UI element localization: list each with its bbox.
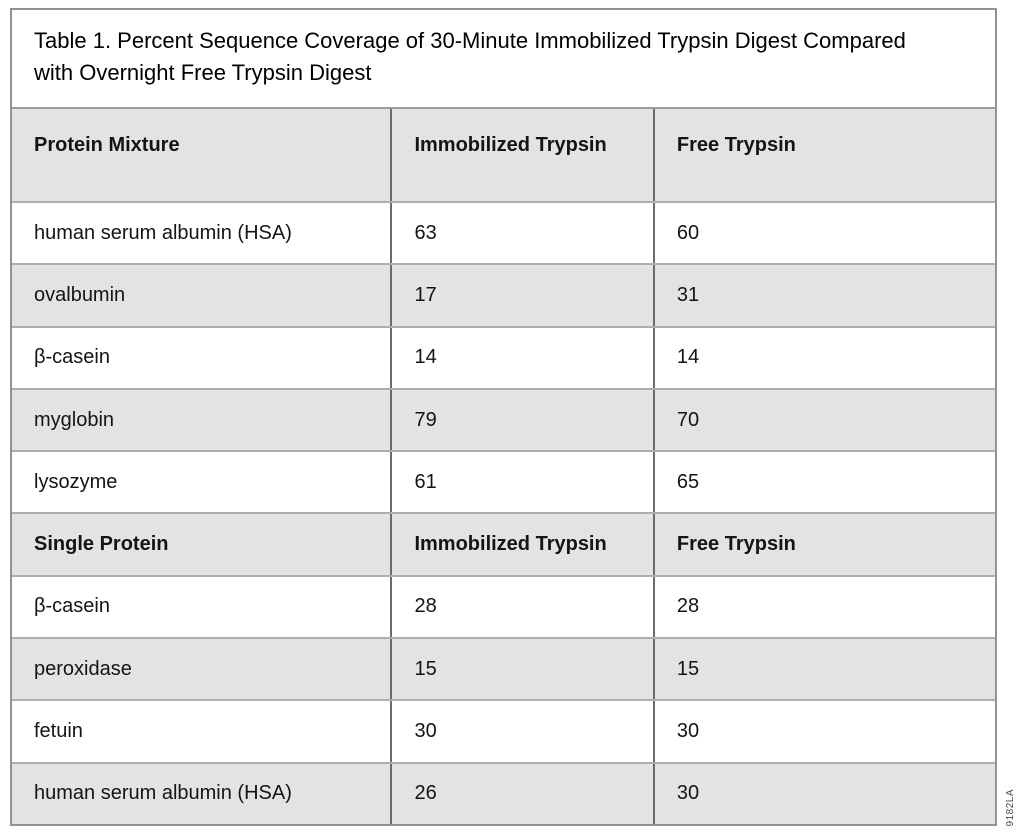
cell-protein: β-casein: [34, 346, 110, 369]
cell-protein: human serum albumin (HSA): [34, 221, 292, 244]
cell-free-value: 30: [652, 701, 995, 762]
section-header-single-protein: Single Protein: [34, 533, 169, 556]
table-row: human serum albumin (HSA) 63 60: [12, 201, 995, 264]
table-row: myglobin 79 70: [12, 387, 995, 451]
table-title-block: Table 1. Percent Sequence Coverage of 30…: [12, 10, 995, 107]
table-header-row: Protein Mixture Immobilized Trypsin Free…: [12, 107, 995, 201]
section-header-free-trypsin: Free Trypsin: [652, 514, 995, 575]
cell-immobilized-value: 28: [390, 576, 652, 638]
column-header-free-trypsin: Free Trypsin: [652, 109, 995, 201]
table-row: fetuin 30 30: [12, 699, 995, 762]
cell-immobilized-value: 17: [390, 265, 652, 326]
cell-immobilized-value: 63: [390, 203, 652, 264]
table-title: Table 1. Percent Sequence Coverage of 30…: [34, 28, 906, 85]
cell-immobilized-value: 30: [390, 701, 652, 762]
cell-free-value: 70: [652, 389, 995, 451]
cell-free-value: 14: [652, 327, 995, 388]
cell-protein: fetuin: [34, 720, 83, 743]
figure-code: 9182LA: [1005, 788, 1016, 826]
table-row: human serum albumin (HSA) 26 30: [12, 761, 995, 824]
section-header-immobilized-trypsin: Immobilized Trypsin: [390, 514, 652, 575]
table-section-header-row: Single Protein Immobilized Trypsin Free …: [12, 512, 995, 575]
cell-protein: β-casein: [34, 595, 110, 618]
cell-protein: peroxidase: [34, 657, 132, 680]
cell-free-value: 30: [652, 763, 995, 824]
cell-protein: human serum albumin (HSA): [34, 782, 292, 805]
table-row: β-casein 28 28: [12, 574, 995, 638]
cell-free-value: 28: [652, 576, 995, 638]
cell-protein: lysozyme: [34, 470, 118, 493]
cell-free-value: 65: [652, 452, 995, 513]
table-row: lysozyme 61 65: [12, 450, 995, 513]
cell-immobilized-value: 79: [390, 389, 652, 451]
cell-immobilized-value: 15: [390, 639, 652, 700]
table-row: peroxidase 15 15: [12, 637, 995, 700]
cell-immobilized-value: 14: [390, 327, 652, 388]
column-header-protein-mixture: Protein Mixture: [34, 134, 180, 156]
cell-free-value: 31: [652, 265, 995, 326]
cell-immobilized-value: 26: [390, 763, 652, 824]
table-row: ovalbumin 17 31: [12, 263, 995, 326]
table-row: β-casein 14 14: [12, 325, 995, 388]
cell-immobilized-value: 61: [390, 452, 652, 513]
cell-protein: myglobin: [34, 408, 115, 431]
cell-free-value: 60: [652, 203, 995, 264]
cell-protein: ovalbumin: [34, 283, 126, 306]
column-header-immobilized-trypsin: Immobilized Trypsin: [390, 109, 652, 201]
cell-free-value: 15: [652, 639, 995, 700]
data-table: Table 1. Percent Sequence Coverage of 30…: [10, 8, 997, 826]
